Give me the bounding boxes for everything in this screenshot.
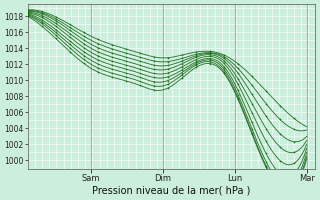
X-axis label: Pression niveau de la mer( hPa ): Pression niveau de la mer( hPa ) [92,186,251,196]
